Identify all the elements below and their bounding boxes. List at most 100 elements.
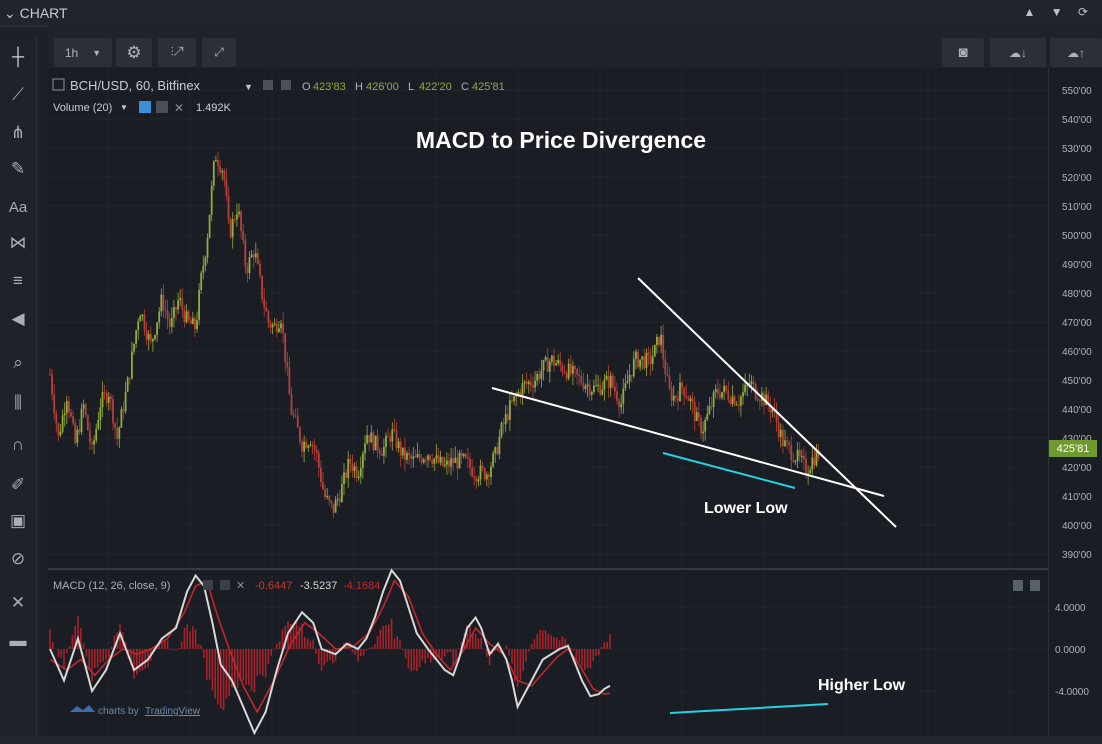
zoom-icon[interactable]: ⌕	[13, 353, 23, 372]
fork-icon[interactable]: ⋔	[10, 123, 26, 142]
chevron-down-icon[interactable]: ⌄	[4, 5, 16, 21]
candle-body	[238, 211, 240, 215]
candle-body	[370, 432, 373, 443]
chevron-down-icon[interactable]: ▼	[120, 103, 128, 112]
candle-body	[404, 447, 406, 460]
macd-label[interactable]: MACD (12, 26, close, 9)	[53, 580, 170, 592]
pencil-icon[interactable]: ✐	[10, 475, 26, 494]
candle-body	[322, 482, 324, 490]
lock-icon[interactable]: ▣	[9, 511, 27, 530]
histogram-bar	[192, 626, 194, 649]
indicators-icon[interactable]: ⫶↗	[158, 38, 196, 67]
price-lower-low-line[interactable]	[662, 452, 796, 489]
candle-body	[152, 338, 154, 342]
candle-body	[164, 310, 167, 312]
candle-body	[784, 440, 786, 447]
candle-body	[509, 400, 511, 420]
symbol-label[interactable]: BCH/USD, 60, Bitfinex	[70, 78, 201, 93]
window-controls[interactable]: ▲ ▼ ⟳	[1023, 5, 1094, 19]
settings-gear-icon[interactable]: ⚙	[116, 38, 152, 67]
trash-icon[interactable]: ▬	[9, 631, 27, 650]
histogram-bar	[141, 649, 144, 671]
text-tool-icon[interactable]: Aa	[8, 198, 28, 216]
price-tick-label: 550'00	[1062, 86, 1092, 97]
candle-body	[91, 442, 93, 445]
candle-body	[498, 436, 501, 455]
candle-body	[798, 449, 801, 457]
candle-body	[95, 428, 98, 441]
candle-body	[622, 388, 625, 404]
eye-icon[interactable]	[263, 80, 273, 90]
candle-body	[233, 219, 236, 221]
brush-icon[interactable]: ✎	[10, 159, 26, 178]
candle-body	[603, 379, 606, 390]
arrow-left-icon[interactable]: ◀	[11, 309, 25, 328]
move-down-icon[interactable]	[1030, 580, 1040, 591]
candle-body	[347, 458, 350, 479]
cloud-upload-icon[interactable]: ☁↑	[1050, 38, 1102, 67]
price-tick-label: 390'00	[1062, 550, 1092, 561]
candle-body	[305, 441, 308, 449]
histogram-bar	[477, 638, 480, 649]
histogram-bar	[502, 649, 505, 650]
settings-icon[interactable]	[156, 101, 168, 113]
candle-body	[212, 161, 215, 186]
trendline-icon[interactable]: ⟋	[12, 85, 24, 104]
close-icon[interactable]: ✕	[236, 580, 245, 592]
histogram-bar	[256, 649, 258, 676]
move-up-icon[interactable]	[1013, 580, 1023, 591]
magnet-icon[interactable]: ∩	[11, 435, 25, 454]
cloud-download-icon[interactable]: ☁↓	[990, 38, 1046, 67]
volume-label[interactable]: Volume (20)	[53, 102, 112, 114]
histogram-bar	[332, 649, 334, 664]
price-tick-label: 420'00	[1062, 463, 1092, 474]
candle-body	[357, 476, 360, 478]
histogram-bar	[354, 649, 356, 655]
tools-icon[interactable]: ✕	[10, 593, 26, 612]
histogram-bar	[430, 649, 432, 663]
fullscreen-icon[interactable]: ⤢	[202, 38, 236, 67]
candle-body	[647, 352, 650, 356]
macd-line	[49, 568, 611, 736]
price-axis[interactable]	[1048, 68, 1102, 736]
interval-select[interactable]: 1h ▼	[54, 38, 112, 67]
crosshair-icon[interactable]: ┼	[11, 47, 25, 66]
settings-icon[interactable]	[281, 80, 291, 90]
watermark-brand[interactable]: TradingView	[145, 706, 201, 717]
chevron-down-icon[interactable]: ▼	[244, 82, 253, 92]
histogram-bar	[110, 646, 113, 649]
candle-body	[259, 263, 261, 276]
histogram-bar	[278, 641, 281, 649]
candle-body	[311, 444, 314, 446]
histogram-bar	[172, 649, 174, 650]
resistance-trendline[interactable]	[637, 277, 897, 528]
candle-body	[406, 453, 408, 460]
bar-chart-icon[interactable]: ⫼	[14, 393, 22, 412]
eye-icon[interactable]	[139, 101, 151, 113]
close-icon[interactable]: ✕	[174, 101, 184, 115]
candle-body	[397, 441, 400, 448]
collapse-legend-icon[interactable]	[52, 78, 65, 91]
histogram-bar	[298, 626, 300, 649]
price-tick-label: 540'00	[1062, 115, 1092, 126]
bottom-bar	[0, 736, 1102, 744]
window-title[interactable]: ⌄ CHART	[4, 5, 68, 22]
candle-body	[103, 392, 106, 394]
candle-body	[70, 412, 72, 417]
pattern-icon[interactable]: ⋈	[9, 233, 27, 252]
candle-body	[572, 366, 574, 374]
candle-body	[422, 459, 425, 463]
eye-icon[interactable]	[203, 580, 213, 590]
measure-icon[interactable]: ≡	[13, 271, 23, 290]
support-trendline[interactable]	[491, 387, 885, 497]
eye-hidden-icon[interactable]: ⊘	[10, 549, 26, 568]
macd-higher-low-line[interactable]	[669, 703, 829, 714]
volume-value: 1.492K	[196, 102, 232, 114]
candle-body	[786, 440, 788, 443]
candle-body	[231, 219, 234, 238]
settings-icon[interactable]	[220, 580, 230, 590]
histogram-bar	[416, 649, 418, 672]
camera-icon[interactable]: ◙	[942, 38, 984, 67]
histogram-bar	[63, 649, 65, 670]
histogram-bar	[365, 649, 368, 651]
